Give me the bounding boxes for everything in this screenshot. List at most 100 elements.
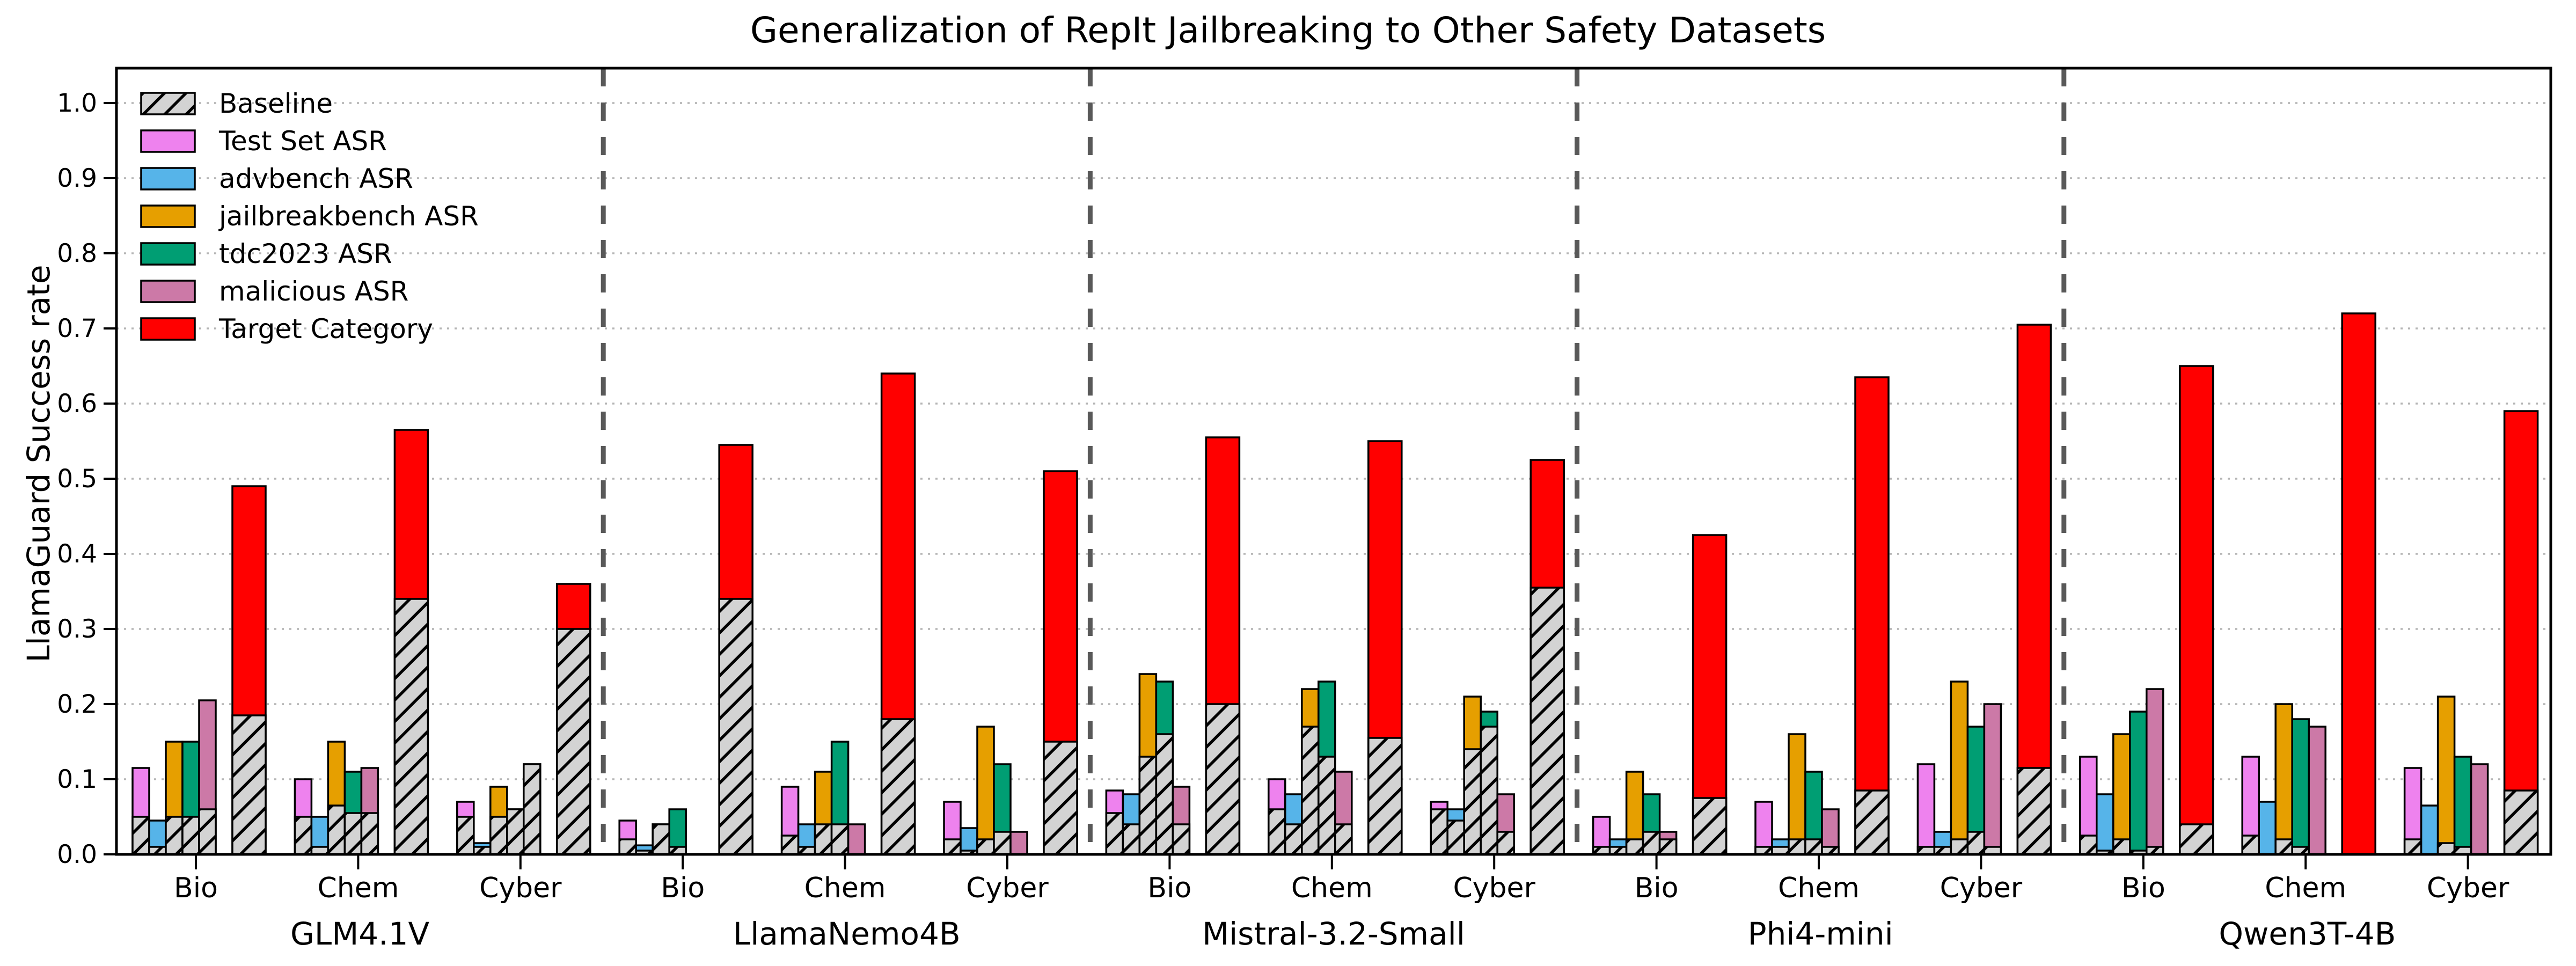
baseline-Phi4-mini-Chem-jailbreakbench ASR [1788,838,1806,855]
baseline-Phi4-mini-Bio-Target Category [1692,797,1728,855]
baseline-Qwen3T-4B-Chem-Test Set ASR [2241,835,2260,855]
baseline-Phi4-mini-Cyber-Target Category [2016,767,2052,855]
bar-Qwen3T-4B-Bio-jailbreakbench ASR [2112,733,2131,855]
category-label-Mistral-3.2-Small-Chem: Chem [1291,872,1373,904]
baseline-LlamaNemo4B-Chem-Target Category [880,718,916,855]
baseline-LlamaNemo4B-Chem-Test Set ASR [780,835,800,855]
legend-label-tdc2023: tdc2023 ASR [219,238,392,269]
baseline-Phi4-mini-Bio-malicious ASR [1658,838,1678,855]
baseline-Phi4-mini-Cyber-jailbreakbench ASR [1950,838,1969,855]
baseline-Qwen3T-4B-Cyber-Target Category [2503,789,2539,855]
baseline-LlamaNemo4B-Chem-tdc2023 ASR [830,823,850,855]
bar-Qwen3T-4B-Bio-malicious ASR [2146,688,2164,855]
baseline-GLM4.1V-Cyber-jailbreakbench ASR [489,816,508,855]
baseline-Mistral-3.2-Small-Bio-malicious ASR [1172,823,1191,855]
legend-swatch-jailbreakbench [140,204,196,228]
bar-Qwen3T-4B-Chem-Target Category [2341,312,2376,855]
category-label-GLM4.1V-Bio: Bio [174,872,218,904]
y-tick-label: 0.9 [57,164,97,193]
baseline-GLM4.1V-Cyber-malicious ASR [523,763,541,855]
y-tick-label: 0.1 [57,765,97,794]
baseline-Qwen3T-4B-Chem-jailbreakbench ASR [2274,838,2293,855]
bar-Qwen3T-4B-Chem-advbench ASR [2258,801,2277,855]
baseline-Mistral-3.2-Small-Bio-jailbreakbench ASR [1138,756,1158,855]
baseline-LlamaNemo4B-Bio-Target Category [718,598,753,855]
model-label-Phi4-mini: Phi4-mini [1748,916,1893,952]
baseline-Mistral-3.2-Small-Cyber-jailbreakbench ASR [1463,748,1482,855]
bar-Phi4-mini-Chem-jailbreakbench ASR [1788,733,1806,855]
y-tick-label: 0.0 [57,840,97,869]
model-label-Mistral-3.2-Small: Mistral-3.2-Small [1202,916,1465,952]
baseline-Qwen3T-4B-Cyber-jailbreakbench ASR [2436,842,2456,855]
model-label-Qwen3T-4B: Qwen3T-4B [2219,916,2396,952]
y-tick-label: 0.5 [57,464,97,494]
baseline-GLM4.1V-Chem-jailbreakbench ASR [327,804,346,855]
baseline-Mistral-3.2-Small-Cyber-malicious ASR [1496,831,1515,855]
category-label-Mistral-3.2-Small-Cyber: Cyber [1453,872,1535,904]
baseline-Qwen3T-4B-Bio-Target Category [2179,823,2214,855]
y-tick-label: 1.0 [57,89,97,118]
baseline-LlamaNemo4B-Bio-jailbreakbench ASR [652,823,670,855]
baseline-Phi4-mini-Bio-jailbreakbench ASR [1625,838,1644,855]
baseline-LlamaNemo4B-Cyber-Test Set ASR [943,838,962,855]
baseline-Mistral-3.2-Small-Bio-Test Set ASR [1105,812,1124,855]
bar-Qwen3T-4B-Cyber-tdc2023 ASR [2453,756,2472,855]
category-label-LlamaNemo4B-Cyber: Cyber [966,872,1049,904]
legend-label-test: Test Set ASR [218,126,387,157]
baseline-Mistral-3.2-Small-Chem-tdc2023 ASR [1318,756,1336,855]
bar-Qwen3T-4B-Chem-jailbreakbench ASR [2274,703,2293,855]
bar-Phi4-mini-Cyber-Test Set ASR [1916,763,1936,855]
category-label-GLM4.1V-Cyber: Cyber [479,872,562,904]
y-tick-label: 0.8 [57,239,97,268]
baseline-GLM4.1V-Cyber-Target Category [556,628,591,855]
category-label-Phi4-mini-Chem: Chem [1778,872,1860,904]
baseline-LlamaNemo4B-Cyber-jailbreakbench ASR [976,838,995,855]
baseline-Qwen3T-4B-Cyber-Test Set ASR [2403,838,2423,855]
baseline-LlamaNemo4B-Cyber-tdc2023 ASR [993,831,1012,855]
baseline-Mistral-3.2-Small-Bio-tdc2023 ASR [1155,733,1174,855]
bar-Qwen3T-4B-Cyber-Target Category [2503,410,2539,855]
bar-Qwen3T-4B-Chem-malicious ASR [2308,726,2326,855]
baseline-GLM4.1V-Chem-Test Set ASR [294,816,313,855]
baseline-LlamaNemo4B-Chem-jailbreakbench ASR [814,823,833,855]
model-label-GLM4.1V: GLM4.1V [290,916,430,952]
baseline-GLM4.1V-Bio-jailbreakbench ASR [165,816,184,855]
legend-label-target: Target Category [218,313,433,345]
bar-Qwen3T-4B-Cyber-advbench ASR [2420,804,2439,855]
baseline-LlamaNemo4B-Cyber-Target Category [1043,741,1078,855]
legend-swatch-baseline [140,92,196,115]
bar-Phi4-mini-Chem-Target Category [1854,376,1890,855]
baseline-Mistral-3.2-Small-Cyber-advbench ASR [1446,819,1465,855]
bar-Qwen3T-4B-Bio-Target Category [2179,365,2214,855]
plot-border [115,67,2552,856]
baseline-Phi4-mini-Bio-tdc2023 ASR [1642,831,1661,855]
y-tick-label: 0.7 [57,314,97,343]
legend-swatch-tdc2023 [140,242,196,266]
baseline-Mistral-3.2-Small-Bio-Target Category [1205,703,1241,855]
baseline-Mistral-3.2-Small-Chem-advbench ASR [1284,823,1303,855]
legend-label-baseline: Baseline [219,88,333,119]
baseline-GLM4.1V-Bio-Target Category [231,714,267,855]
baseline-Mistral-3.2-Small-Cyber-Target Category [1529,587,1565,855]
y-tick-label: 0.3 [57,614,97,644]
bar-LlamaNemo4B-Cyber-malicious ASR [1009,831,1028,855]
baseline-Mistral-3.2-Small-Chem-malicious ASR [1334,823,1353,855]
legend-swatch-target [140,317,196,341]
baseline-Phi4-mini-Chem-Target Category [1854,789,1890,855]
legend-swatch-advbench [140,167,196,191]
bar-LlamaNemo4B-Cyber-jailbreakbench ASR [976,726,995,855]
category-label-LlamaNemo4B-Bio: Bio [661,872,705,904]
baseline-Phi4-mini-Chem-tdc2023 ASR [1804,838,1823,855]
category-label-Qwen3T-4B-Cyber: Cyber [2427,872,2509,904]
y-tick-label: 0.6 [57,389,97,419]
baseline-Qwen3T-4B-Bio-jailbreakbench ASR [2112,838,2131,855]
bar-Qwen3T-4B-Bio-advbench ASR [2096,793,2114,855]
bar-Phi4-mini-Cyber-malicious ASR [1983,703,2002,855]
baseline-Mistral-3.2-Small-Bio-advbench ASR [1122,823,1141,855]
category-label-LlamaNemo4B-Chem: Chem [804,872,886,904]
bar-LlamaNemo4B-Chem-malicious ASR [847,823,866,855]
category-label-Phi4-mini-Cyber: Cyber [1940,872,2023,904]
legend-label-malicious: malicious ASR [219,276,408,307]
baseline-GLM4.1V-Bio-tdc2023 ASR [181,816,200,855]
